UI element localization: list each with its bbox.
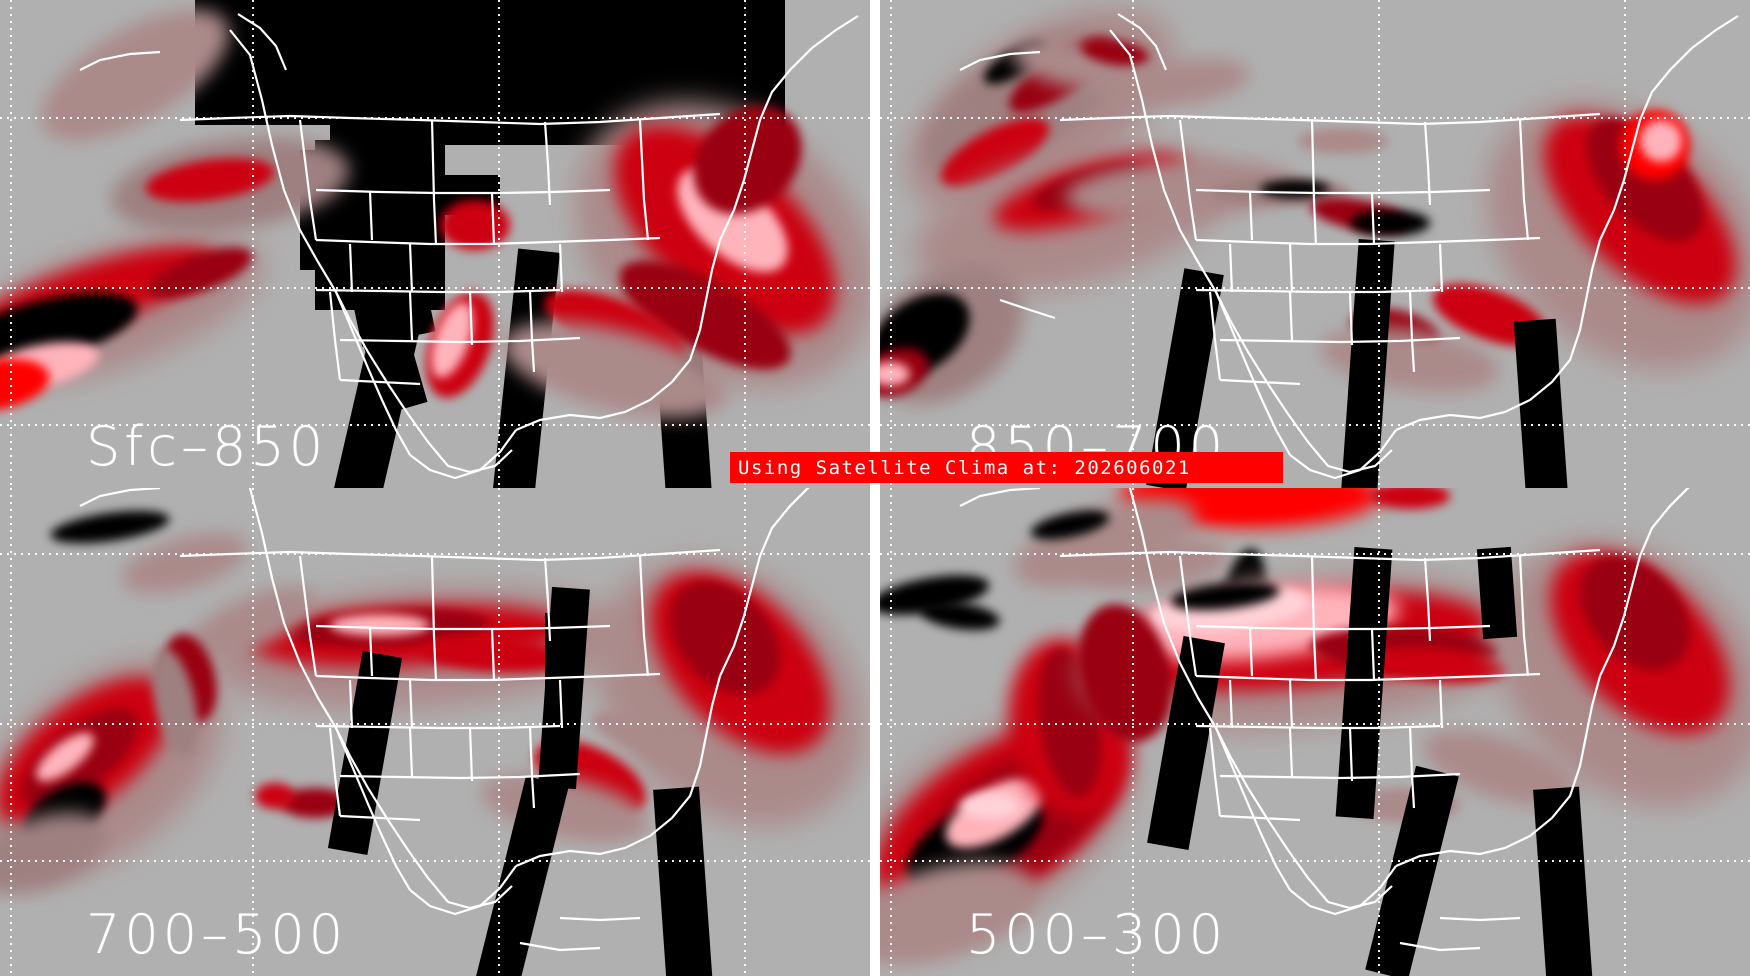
panel-850-700: 850–700 [880,0,1750,488]
data-feature [640,738,710,764]
swath-gap [1533,786,1593,976]
swath-gap [1513,318,1569,488]
nodata-mask [255,0,365,30]
status-banner: Using Satellite Clima at: 202606021 [730,452,1283,483]
data-feature [1298,128,1388,154]
swath-gap [1476,546,1518,640]
panel-500-300: 500–300 [880,488,1750,976]
data-feature [1640,120,1682,162]
panel-divider [870,0,880,976]
data-feature [960,793,1020,819]
swath-gap [545,613,575,693]
data-feature [1370,488,1450,509]
data-feature [255,783,295,809]
panel-label-sfc-850: Sfc–850 [86,415,328,478]
status-banner-text: Using Satellite Clima at: 202606021 [738,456,1191,479]
panel-700-500: 700–500 [0,488,870,976]
panel-sfc-850: Sfc–850 [0,0,870,488]
data-feature [48,504,172,550]
data-feature [1350,210,1430,236]
panel-label-700-500: 700–500 [86,903,348,966]
data-feature [1260,180,1330,198]
data-feature [440,200,510,250]
data-feature [918,597,1002,635]
panel-label-500-300: 500–300 [966,903,1228,966]
data-feature [330,614,430,636]
swath-gap [653,786,713,976]
